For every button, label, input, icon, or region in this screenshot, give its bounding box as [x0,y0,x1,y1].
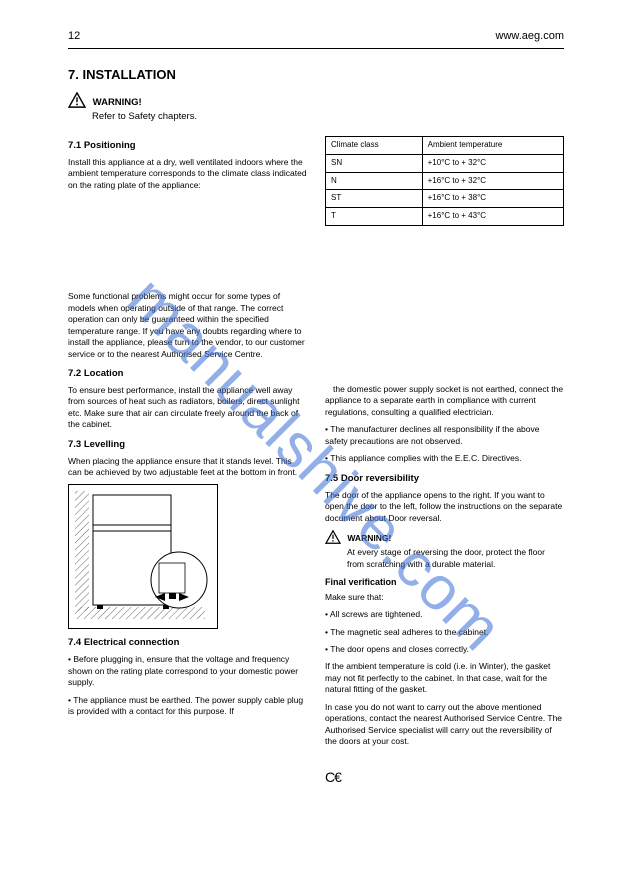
door-warning-label: WARNING! [347,533,391,543]
location-heading: 7.2 Location [68,368,307,381]
final-1: • All screws are tightened. [325,609,564,620]
warning-row: WARNING! Refer to Safety chapters. [68,92,564,122]
th-class: Climate class [326,137,423,155]
two-column-body: 7.1 Positioning Install this appliance a… [68,132,564,787]
levelling-heading: 7.3 Levelling [68,439,307,452]
warning-icon [325,530,341,547]
levelling-text: When placing the appliance ensure that i… [68,456,307,479]
connection-b2-text: The appliance must be earthed. The power… [68,695,303,716]
positioning-heading: 7.1 Positioning [68,140,307,153]
connection-b1-text: Before plugging in, ensure that the volt… [68,654,298,687]
cell: +10°C to + 32°C [422,154,563,172]
conn-cont-1-text: the domestic power supply socket is not … [325,384,563,417]
warning-text: Refer to Safety chapters. [92,111,197,122]
final-verif-heading: Final verification [325,576,564,588]
cell: ST [326,190,423,208]
cell: +16°C to + 43°C [422,208,563,226]
final-4: If the ambient temperature is cold (i.e.… [325,661,564,695]
connection-b2: • The appliance must be earthed. The pow… [68,695,307,718]
positioning-note: Some functional problems might occur for… [68,291,307,360]
page-content: 12 www.aeg.com 7. INSTALLATION WARNING! … [68,30,564,787]
ce-mark: C€ [325,768,341,787]
final-3: • The door opens and closes correctly. [325,644,564,655]
table-row: ST+16°C to + 38°C [326,190,564,208]
final-2: • The magnetic seal adheres to the cabin… [325,627,564,638]
conn-cont-3: • This appliance complies with the E.E.C… [325,453,564,464]
table-header-row: Climate class Ambient temperature [326,137,564,155]
cell: N [326,172,423,190]
final-3-text: The door opens and closes correctly. [330,644,469,654]
connection-b1: • Before plugging in, ensure that the vo… [68,654,307,688]
final-1-text: All screws are tightened. [330,609,423,619]
conn-cont-3-text: This appliance complies with the E.E.C. … [330,453,521,463]
page-site: www.aeg.com [496,30,564,42]
cell: T [326,208,423,226]
climate-table: Climate class Ambient temperature SN+10°… [325,136,564,226]
section-title: 7. INSTALLATION [68,67,564,82]
connection-heading: 7.4 Electrical connection [68,637,307,650]
cell: SN [326,154,423,172]
conn-cont-1: the domestic power supply socket is not … [325,384,564,418]
door-rev-heading: 7.5 Door reversibility [325,473,564,486]
header-rule [68,48,564,49]
right-column: Climate class Ambient temperature SN+10°… [325,132,564,787]
positioning-text: Install this appliance at a dry, well ve… [68,157,307,191]
table-row: T+16°C to + 43°C [326,208,564,226]
cell: +16°C to + 38°C [422,190,563,208]
left-column: 7.1 Positioning Install this appliance a… [68,132,307,787]
page-header: 12 www.aeg.com [68,30,564,42]
table-row: N+16°C to + 32°C [326,172,564,190]
door-warning-row: WARNING! At every stage of reversing the… [325,530,564,570]
final-2-text: The magnetic seal adheres to the cabinet… [330,627,488,637]
final-5: In case you do not want to carry out the… [325,702,564,748]
location-text: To ensure best performance, install the … [68,385,307,431]
final-intro: Make sure that: [325,592,564,603]
table-row: SN+10°C to + 32°C [326,154,564,172]
conn-cont-2: • The manufacturer declines all responsi… [325,424,564,447]
warning-icon [68,92,86,111]
levelling-diagram [68,484,218,629]
cell: +16°C to + 32°C [422,172,563,190]
door-warning-text: At every stage of reversing the door, pr… [347,547,564,570]
page-number: 12 [68,30,80,42]
th-temp: Ambient temperature [422,137,563,155]
door-rev-text: The door of the appliance opens to the r… [325,490,564,524]
conn-cont-2-text: The manufacturer declines all responsibi… [325,424,540,445]
